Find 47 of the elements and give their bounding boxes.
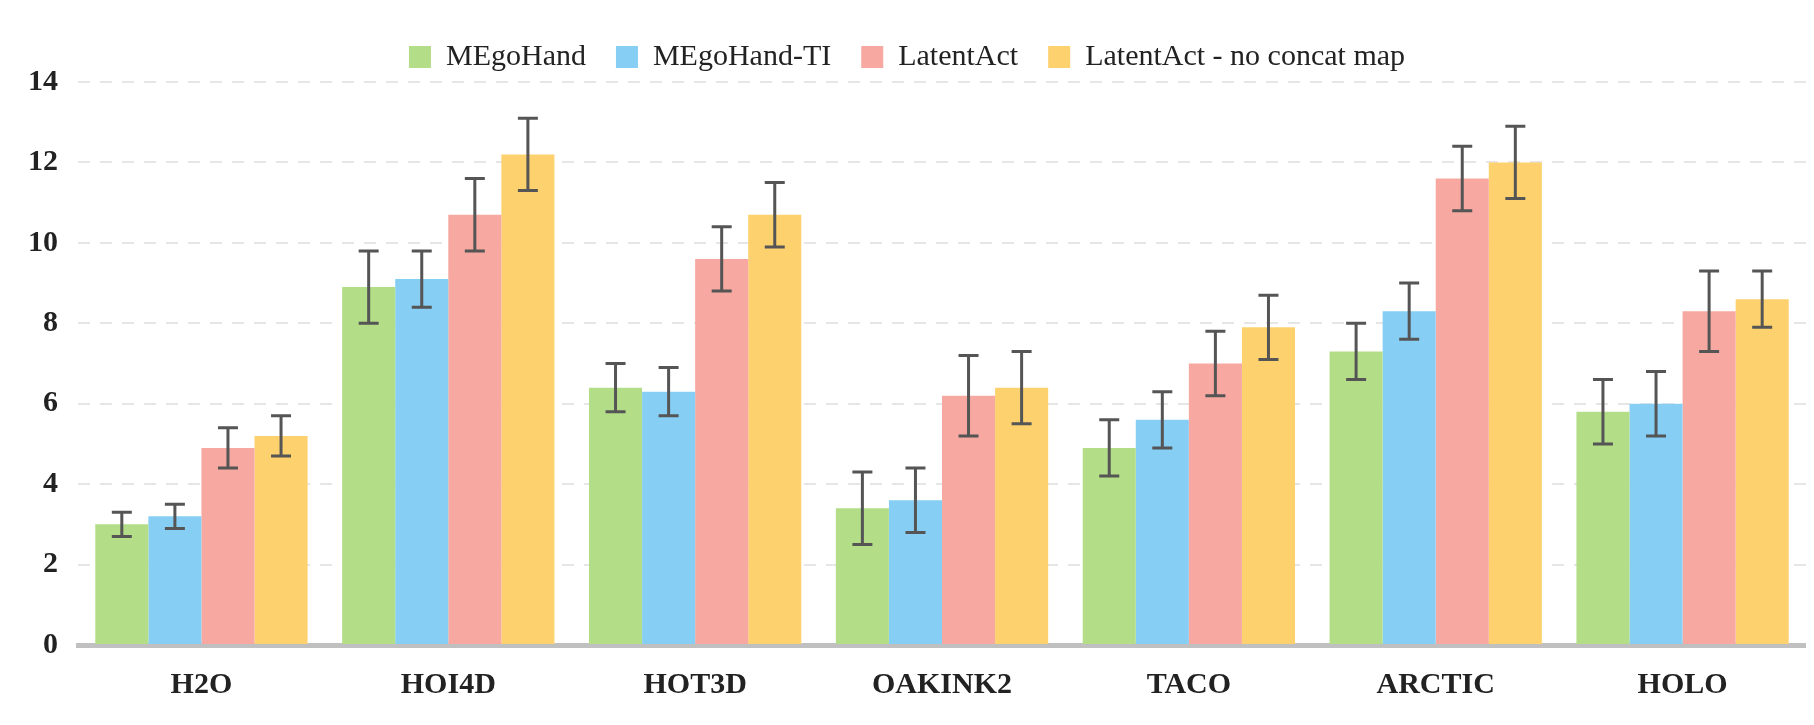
y-tick-label: 12 [28, 143, 58, 177]
bar [1188, 363, 1242, 644]
bar [148, 516, 202, 644]
bar [1629, 403, 1683, 644]
bar [254, 435, 308, 644]
bar [501, 154, 555, 644]
legend-label: LatentAct [898, 37, 1019, 71]
x-tick-label: H2O [170, 665, 233, 699]
bar [695, 258, 749, 644]
legend-label: MEgoHand [445, 37, 586, 71]
bar [395, 279, 449, 644]
bar [642, 391, 696, 644]
bar [1329, 351, 1383, 644]
bar [942, 395, 996, 644]
bar [748, 214, 802, 644]
bar [888, 500, 942, 644]
bar [1435, 178, 1489, 644]
bar [201, 447, 255, 644]
bar [1682, 311, 1736, 644]
bar [1241, 327, 1296, 644]
bar [1576, 411, 1630, 644]
y-tick-label: 6 [43, 384, 58, 418]
x-tick-label: OAKINK2 [871, 665, 1013, 699]
x-tick-label: ARCTIC [1376, 665, 1495, 699]
x-tick-label: TACO [1146, 665, 1232, 699]
y-tick-label: 10 [28, 223, 58, 257]
bar [1382, 311, 1436, 644]
bar [1082, 447, 1136, 644]
x-tick-label: HOI4D [400, 665, 496, 699]
bar [448, 214, 502, 644]
y-tick-label: 0 [43, 625, 58, 659]
y-tick-label: 14 [28, 62, 58, 96]
bar [995, 387, 1049, 644]
y-tick-label: 8 [43, 304, 58, 338]
legend-label: MEgoHand-TI [652, 37, 832, 71]
x-tick-label: HOT3D [643, 665, 747, 699]
bar [95, 524, 149, 644]
y-tick-label: 2 [43, 545, 58, 579]
legend-label: LatentAct - no concat map [1085, 37, 1406, 71]
bar [1735, 299, 1789, 644]
y-tick-label: 4 [43, 464, 58, 498]
bar [1488, 162, 1542, 644]
bar [1135, 419, 1189, 644]
x-tick-label: HOLO [1637, 665, 1728, 699]
bar [835, 508, 889, 644]
bar [588, 387, 643, 644]
bar [342, 287, 396, 644]
